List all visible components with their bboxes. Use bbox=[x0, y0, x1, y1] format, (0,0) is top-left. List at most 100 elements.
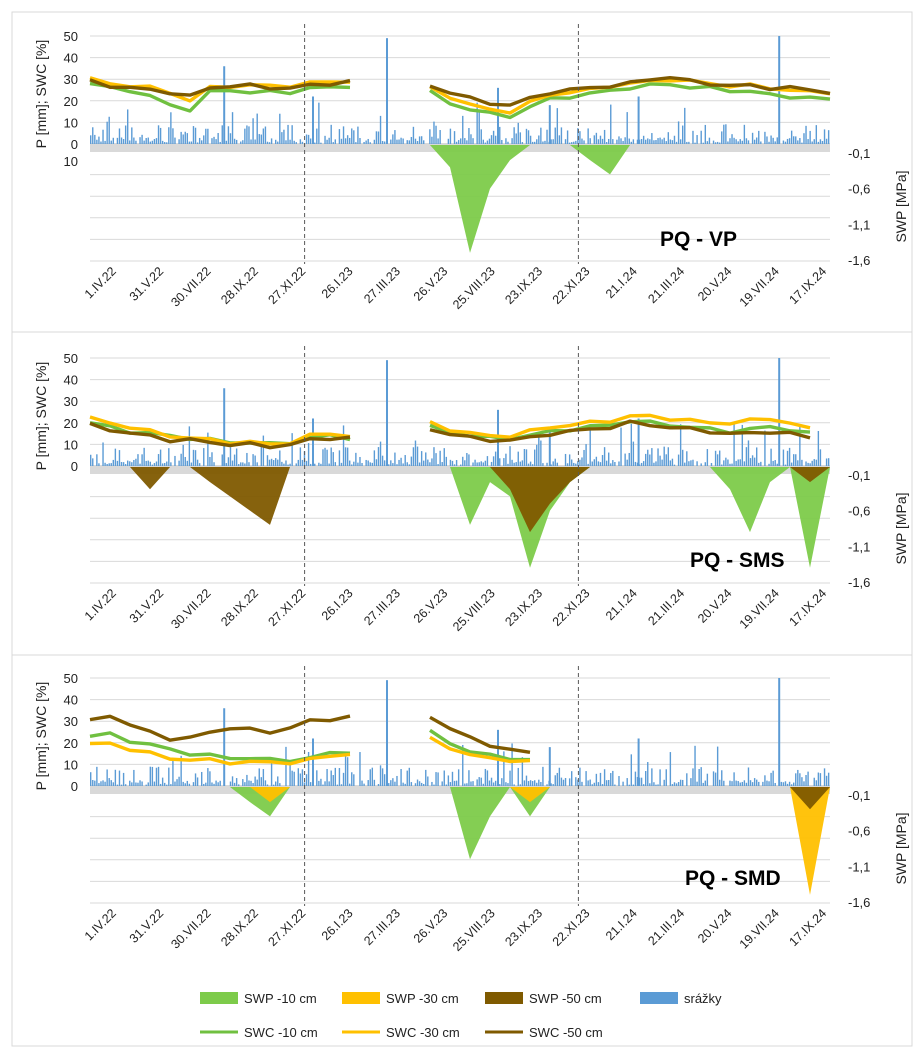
rain-bar bbox=[492, 456, 495, 466]
x-tick-label: 21.I.24 bbox=[603, 906, 640, 943]
rain-bar bbox=[92, 127, 94, 144]
rain-bar bbox=[778, 678, 781, 786]
y-tick-label: 10 bbox=[64, 757, 78, 772]
rain-bar bbox=[182, 444, 184, 466]
rain-bar bbox=[770, 448, 772, 466]
rain-bar bbox=[568, 142, 571, 144]
rain-bar bbox=[344, 138, 347, 144]
rain-bar bbox=[575, 777, 577, 786]
rain-bar bbox=[517, 451, 519, 466]
rain-bar bbox=[279, 113, 281, 144]
rain-bar bbox=[437, 464, 439, 466]
rain-bar bbox=[285, 460, 287, 466]
rain-bar bbox=[110, 780, 112, 786]
rain-bar bbox=[682, 779, 684, 786]
rain-bar bbox=[776, 137, 778, 144]
rain-bar bbox=[209, 456, 211, 466]
rain-bar bbox=[423, 140, 425, 144]
rain-bar bbox=[285, 746, 287, 786]
rain-bar bbox=[270, 458, 273, 466]
rain-bar bbox=[536, 139, 538, 144]
rain-bar bbox=[145, 138, 147, 144]
rain-bar bbox=[772, 137, 774, 144]
rain-bar bbox=[392, 134, 394, 144]
x-tick-label: 31.V.22 bbox=[127, 906, 167, 946]
rain-bar bbox=[817, 772, 820, 786]
y2-tick-label: -1,6 bbox=[848, 575, 870, 590]
rain-bar bbox=[98, 463, 100, 466]
rain-bar bbox=[188, 783, 191, 786]
rain-bar bbox=[301, 769, 304, 786]
rain-bar bbox=[166, 784, 168, 786]
rain-bar bbox=[322, 449, 324, 466]
rain-bar bbox=[120, 137, 123, 144]
rain-bar bbox=[636, 462, 639, 466]
rain-bar bbox=[706, 449, 709, 466]
rain-bar bbox=[260, 134, 263, 144]
rain-bar bbox=[455, 460, 458, 466]
rain-bar bbox=[161, 140, 164, 144]
rain-bar bbox=[809, 463, 811, 466]
rain-bar bbox=[151, 140, 154, 144]
rain-bar bbox=[488, 780, 491, 786]
rain-bar bbox=[788, 781, 791, 786]
rain-bar bbox=[679, 139, 682, 144]
rain-bar bbox=[758, 781, 760, 786]
chart-panel-1: 0 10 20 30 40 50 10 -0,1 -0,6 -1,1 -1,6 P [mm]; SWC… bbox=[33, 24, 909, 312]
rain-bar bbox=[696, 461, 698, 466]
rain-bar bbox=[147, 137, 149, 144]
rain-bar bbox=[170, 784, 172, 786]
rain-bar bbox=[721, 131, 723, 144]
rain-bar bbox=[209, 771, 211, 786]
rain-bar bbox=[342, 126, 345, 144]
rain-bar bbox=[363, 783, 365, 786]
rain-bar bbox=[406, 462, 408, 466]
rain-bar bbox=[309, 463, 312, 466]
y-axis-title: P [mm]; SWC [%] bbox=[33, 40, 49, 149]
rain-bar bbox=[608, 452, 610, 466]
rain-bar bbox=[673, 782, 676, 786]
rain-bar bbox=[256, 462, 258, 466]
rain-bar bbox=[745, 447, 748, 466]
rain-bar bbox=[490, 461, 493, 466]
rain-bar bbox=[349, 783, 351, 786]
rain-bar bbox=[679, 424, 682, 466]
rain-bar bbox=[525, 449, 528, 466]
rain-bar bbox=[542, 463, 544, 466]
rain-bar bbox=[790, 784, 793, 786]
rain-bar bbox=[690, 460, 692, 466]
rain-bar bbox=[207, 128, 209, 144]
rain-bar bbox=[573, 462, 575, 466]
rain-bar bbox=[472, 781, 474, 786]
rain-bar bbox=[102, 780, 104, 786]
rain-bar bbox=[102, 442, 104, 466]
rain-bar bbox=[213, 783, 215, 786]
rain-bar bbox=[429, 129, 431, 144]
rain-bar bbox=[470, 134, 472, 144]
rain-bar bbox=[564, 453, 567, 466]
rain-bar bbox=[433, 784, 435, 786]
rain-bar bbox=[244, 782, 246, 786]
rain-bar bbox=[690, 778, 692, 786]
rain-bar bbox=[464, 783, 466, 786]
y-tick-label: 50 bbox=[64, 671, 78, 686]
rain-bar bbox=[575, 463, 577, 466]
rain-bar bbox=[314, 463, 316, 466]
rain-bar bbox=[433, 447, 435, 466]
rain-bar bbox=[562, 779, 565, 786]
rain-bar bbox=[223, 708, 226, 786]
rain-bar bbox=[404, 783, 406, 786]
rain-bar bbox=[291, 433, 293, 466]
rain-bar bbox=[293, 140, 295, 144]
y-tick-label: 0 bbox=[71, 137, 78, 152]
rain-bar bbox=[753, 457, 756, 466]
y-tick-label: 30 bbox=[64, 394, 78, 409]
rain-bar bbox=[558, 135, 561, 144]
rain-bar bbox=[647, 449, 649, 466]
rain-bar bbox=[381, 141, 384, 144]
rain-bar bbox=[425, 452, 427, 466]
x-tick-label: 26.V.23 bbox=[411, 586, 451, 626]
rain-bar bbox=[669, 460, 672, 466]
rain-bar bbox=[589, 427, 591, 466]
rain-bar bbox=[661, 459, 663, 466]
